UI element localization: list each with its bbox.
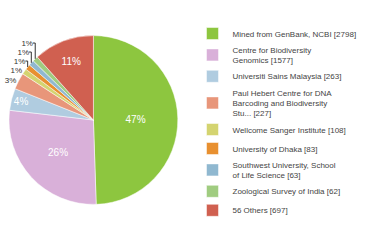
svg-text:Zoological Survey of India [62: Zoological Survey of India [62] <box>233 187 341 196</box>
svg-text:3%: 3% <box>5 76 17 85</box>
svg-text:1%: 1% <box>21 39 33 48</box>
svg-text:Centre for BiodiversityGenomic: Centre for BiodiversityGenomics [1577] <box>233 46 312 65</box>
svg-text:1%: 1% <box>14 57 26 66</box>
svg-text:Mined from GenBank, NCBI [2798: Mined from GenBank, NCBI [2798] <box>233 30 357 39</box>
svg-text:Southwest University, Schoolof: Southwest University, Schoolof Life Scie… <box>233 161 336 180</box>
svg-text:Wellcome Sanger Institute [108: Wellcome Sanger Institute [108] <box>233 126 346 135</box>
svg-text:Universiti Sains Malaysia [263: Universiti Sains Malaysia [263] <box>233 72 342 81</box>
svg-text:1%: 1% <box>17 48 29 57</box>
svg-text:11%: 11% <box>62 56 81 67</box>
svg-text:56 Others [697]: 56 Others [697] <box>233 206 288 215</box>
svg-text:Paul Hebert Centre for DNABarc: Paul Hebert Centre for DNABarcoding and … <box>233 89 333 119</box>
svg-text:4%: 4% <box>14 96 29 107</box>
svg-text:1%: 1% <box>10 66 22 75</box>
svg-text:26%: 26% <box>48 147 68 158</box>
svg-text:University of Dhaka [83]: University of Dhaka [83] <box>233 145 318 154</box>
svg-text:47%: 47% <box>126 114 146 125</box>
